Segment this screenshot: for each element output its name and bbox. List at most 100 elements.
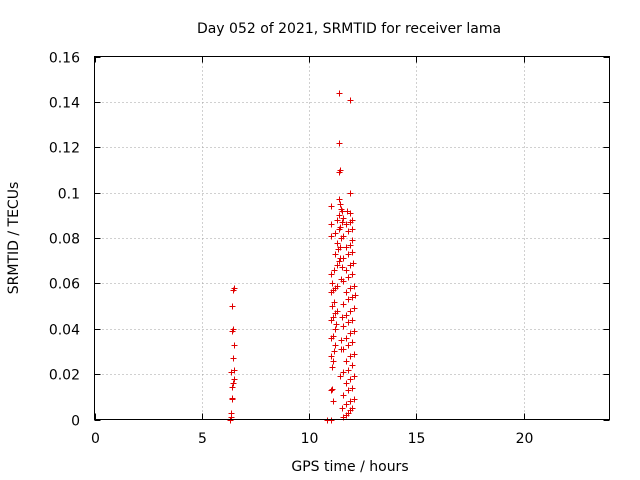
- data-point: [337, 167, 344, 174]
- data-point: [349, 339, 356, 346]
- data-point: [336, 212, 343, 219]
- data-point: [231, 285, 238, 292]
- data-point: [328, 271, 335, 278]
- data-point: [343, 358, 350, 365]
- data-point: [336, 258, 343, 265]
- data-point: [347, 285, 354, 292]
- data-point: [338, 235, 345, 242]
- data-point: [332, 230, 339, 237]
- data-point: [340, 392, 347, 399]
- data-point: [229, 395, 236, 402]
- data-point: [340, 215, 347, 222]
- data-point: [339, 219, 346, 226]
- data-point: [347, 398, 354, 405]
- data-point: [352, 292, 359, 299]
- data-point: [343, 221, 350, 228]
- data-point: [333, 321, 340, 328]
- data-point: [334, 308, 341, 315]
- data-point: [347, 308, 354, 315]
- data-point: [334, 283, 341, 290]
- data-point: [336, 140, 343, 147]
- data-point: [332, 251, 339, 258]
- data-point: [343, 335, 350, 342]
- data-point: [349, 249, 356, 256]
- y-tick-label: 0.06: [49, 277, 80, 293]
- y-tick-label: 0: [71, 414, 80, 430]
- data-point: [231, 376, 238, 383]
- data-point: [349, 226, 356, 233]
- data-point: [328, 221, 335, 228]
- data-point: [349, 317, 356, 324]
- y-tick-label: 0.16: [49, 51, 80, 67]
- x-tick-label: 10: [301, 431, 319, 447]
- data-point: [330, 314, 337, 321]
- y-tick-label: 0.04: [49, 323, 80, 339]
- data-point: [343, 289, 350, 296]
- y-tick-label: 0.1: [58, 187, 80, 203]
- data-point: [331, 348, 338, 355]
- data-point: [339, 264, 346, 271]
- data-point: [330, 333, 337, 340]
- x-tick-label: 5: [198, 431, 207, 447]
- x-tick-label: 15: [408, 431, 426, 447]
- data-point: [330, 358, 337, 365]
- data-point: [329, 303, 336, 310]
- data-point: [229, 303, 236, 310]
- data-point: [351, 396, 358, 403]
- data-point: [230, 326, 237, 333]
- x-tick-label: 20: [516, 431, 534, 447]
- data-point: [343, 380, 350, 387]
- data-point: [336, 196, 343, 203]
- data-point: [343, 312, 350, 319]
- axis-ticks: 0 5 10 15 20 0 0.02 0.04 0.06 0.08 0.1 0.12 0.14 0.16: [49, 51, 610, 447]
- data-point: [337, 255, 344, 262]
- data-point: [338, 276, 345, 283]
- data-point: [229, 384, 236, 391]
- data-point: [328, 417, 335, 424]
- data-point: [343, 244, 350, 251]
- data-point: [329, 280, 336, 287]
- data-point: [349, 217, 356, 224]
- y-tick-label: 0.12: [49, 141, 80, 157]
- data-point: [345, 296, 352, 303]
- data-point: [337, 201, 344, 208]
- data-point: [345, 367, 352, 374]
- data-point: [340, 323, 347, 330]
- data-point: [349, 362, 356, 369]
- data-point: [347, 353, 354, 360]
- data-point: [334, 262, 341, 269]
- data-point: [345, 387, 352, 394]
- data-point: [340, 301, 347, 308]
- data-point: [345, 228, 352, 235]
- data-point: [345, 274, 352, 281]
- data-point: [347, 330, 354, 337]
- data-point: [339, 314, 346, 321]
- data-point: [345, 319, 352, 326]
- data-point: [328, 233, 335, 240]
- data-point: [332, 342, 339, 349]
- data-point: [351, 328, 358, 335]
- data-point: [340, 369, 347, 376]
- data-point: [349, 405, 356, 412]
- data-point: [347, 376, 354, 383]
- data-points: [227, 90, 359, 424]
- data-point: [337, 244, 344, 251]
- data-point: [345, 251, 352, 258]
- data-point: [349, 237, 356, 244]
- data-point: [351, 305, 358, 312]
- data-point: [231, 342, 238, 349]
- chart-title: Day 052 of 2021, SRMTID for receiver lam…: [197, 21, 501, 37]
- grid-lines: [94, 56, 610, 420]
- data-point: [336, 90, 343, 97]
- data-point: [343, 267, 350, 274]
- data-point: [337, 224, 344, 231]
- data-point: [339, 405, 346, 412]
- data-point: [337, 373, 344, 380]
- data-point: [328, 353, 335, 360]
- data-point: [329, 386, 336, 393]
- data-point: [331, 267, 338, 274]
- data-point: [328, 387, 335, 394]
- x-tick-label: 0: [91, 431, 100, 447]
- data-point: [343, 401, 350, 408]
